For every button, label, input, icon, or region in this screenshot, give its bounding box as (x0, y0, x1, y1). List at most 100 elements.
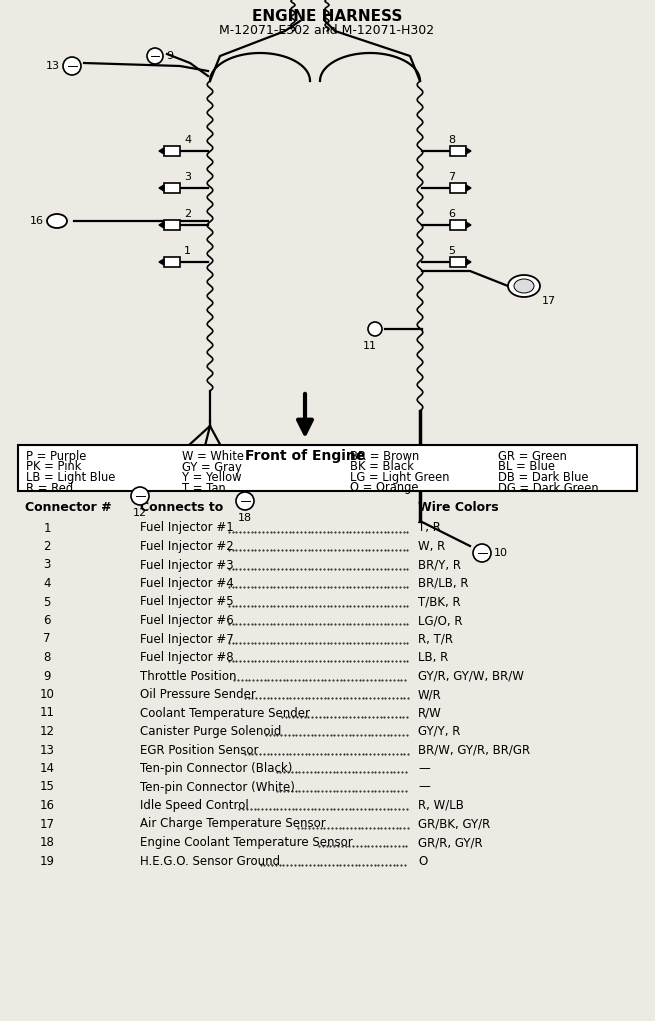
Circle shape (236, 492, 254, 510)
Text: Throttle Position: Throttle Position (140, 670, 236, 682)
Text: Air Charge Temperature Sensor: Air Charge Temperature Sensor (140, 818, 326, 830)
Bar (18, 445, 637, 491)
Text: W = White: W = White (182, 450, 244, 463)
Bar (450, 220, 466, 230)
Text: 12: 12 (39, 725, 54, 738)
Text: P = Purple: P = Purple (26, 450, 86, 463)
Text: Fuel Injector #8: Fuel Injector #8 (140, 651, 234, 664)
Polygon shape (466, 222, 471, 228)
Bar (164, 183, 180, 193)
Text: R, W/LB: R, W/LB (418, 799, 464, 812)
Polygon shape (159, 259, 164, 265)
Text: 3: 3 (43, 558, 50, 572)
Text: GY/Y, R: GY/Y, R (418, 725, 460, 738)
Text: LB, R: LB, R (418, 651, 448, 664)
Text: 2: 2 (184, 209, 191, 218)
Text: 8: 8 (43, 651, 50, 664)
Text: 18: 18 (238, 513, 252, 523)
Text: Fuel Injector #6: Fuel Injector #6 (140, 614, 234, 627)
Text: 3: 3 (184, 172, 191, 182)
Text: 9: 9 (43, 670, 50, 682)
Text: BR/LB, R: BR/LB, R (418, 577, 468, 590)
Polygon shape (466, 185, 471, 191)
Text: 16: 16 (30, 216, 44, 226)
Text: PK = Pink: PK = Pink (26, 460, 81, 474)
Text: LG/O, R: LG/O, R (418, 614, 462, 627)
Polygon shape (466, 148, 471, 154)
Text: 7: 7 (448, 172, 455, 182)
Text: T = Tan: T = Tan (182, 482, 226, 494)
Text: BR/W, GY/R, BR/GR: BR/W, GY/R, BR/GR (418, 743, 530, 757)
Text: DG = Dark Green: DG = Dark Green (498, 482, 599, 494)
Text: BR = Brown: BR = Brown (350, 450, 419, 463)
Text: W, R: W, R (418, 540, 445, 553)
Bar (450, 257, 466, 268)
Bar (164, 257, 180, 268)
Text: 6: 6 (43, 614, 50, 627)
Polygon shape (159, 185, 164, 191)
Text: Idle Speed Control: Idle Speed Control (140, 799, 249, 812)
Text: GR/BK, GY/R: GR/BK, GY/R (418, 818, 490, 830)
Text: R = Red: R = Red (26, 482, 73, 494)
Text: 10: 10 (494, 548, 508, 558)
Text: W/R: W/R (418, 688, 441, 701)
Text: 8: 8 (448, 135, 455, 145)
Text: O = Orange: O = Orange (350, 482, 419, 494)
Text: Fuel Injector #2: Fuel Injector #2 (140, 540, 234, 553)
Text: Fuel Injector #1: Fuel Injector #1 (140, 522, 234, 535)
Text: BR/Y, R: BR/Y, R (418, 558, 461, 572)
Text: 11: 11 (363, 341, 377, 351)
Text: LG = Light Green: LG = Light Green (350, 471, 449, 484)
Text: Y = Yellow: Y = Yellow (182, 471, 242, 484)
Text: BK = Black: BK = Black (350, 460, 414, 474)
Text: 13: 13 (46, 61, 60, 71)
Text: Wire Colors: Wire Colors (418, 501, 498, 514)
Circle shape (368, 322, 382, 336)
Text: 16: 16 (39, 799, 54, 812)
Text: 9: 9 (166, 51, 173, 61)
Text: H.E.G.O. Sensor Ground: H.E.G.O. Sensor Ground (140, 855, 280, 868)
Text: 10: 10 (39, 688, 54, 701)
Text: —: — (418, 780, 430, 793)
Text: R/W: R/W (418, 707, 441, 720)
Ellipse shape (514, 279, 534, 293)
Text: BL = Blue: BL = Blue (498, 460, 555, 474)
Text: T, R: T, R (418, 522, 441, 535)
Text: EGR Position Sensor: EGR Position Sensor (140, 743, 259, 757)
Text: Fuel Injector #7: Fuel Injector #7 (140, 632, 234, 645)
Text: R, T/R: R, T/R (418, 632, 453, 645)
Text: GR = Green: GR = Green (498, 450, 567, 463)
Text: GY = Gray: GY = Gray (182, 460, 242, 474)
Bar (450, 146, 466, 156)
Text: 7: 7 (43, 632, 50, 645)
Circle shape (63, 57, 81, 75)
Text: Fuel Injector #5: Fuel Injector #5 (140, 595, 234, 609)
Ellipse shape (508, 275, 540, 297)
Text: 13: 13 (39, 743, 54, 757)
Circle shape (473, 544, 491, 562)
Text: 4: 4 (184, 135, 191, 145)
Text: 18: 18 (39, 836, 54, 849)
Text: Coolant Temperature Sender: Coolant Temperature Sender (140, 707, 310, 720)
Text: Canister Purge Solenoid: Canister Purge Solenoid (140, 725, 282, 738)
Text: Oil Pressure Sender: Oil Pressure Sender (140, 688, 256, 701)
Text: Fuel Injector #3: Fuel Injector #3 (140, 558, 234, 572)
Text: 12: 12 (133, 508, 147, 518)
Text: —: — (418, 762, 430, 775)
Text: 5: 5 (43, 595, 50, 609)
Text: 17: 17 (542, 296, 556, 306)
Text: 4: 4 (43, 577, 50, 590)
Text: ENGINE HARNESS: ENGINE HARNESS (252, 9, 402, 25)
Bar (450, 183, 466, 193)
Text: O: O (418, 855, 427, 868)
Text: 1: 1 (184, 246, 191, 256)
Text: GR/R, GY/R: GR/R, GY/R (418, 836, 483, 849)
Text: Engine Coolant Temperature Sensor: Engine Coolant Temperature Sensor (140, 836, 353, 849)
Text: Ten-pin Connector (White): Ten-pin Connector (White) (140, 780, 295, 793)
Ellipse shape (47, 214, 67, 228)
Text: 15: 15 (39, 780, 54, 793)
Text: GY/R, GY/W, BR/W: GY/R, GY/W, BR/W (418, 670, 524, 682)
Polygon shape (159, 148, 164, 154)
Text: Front of Engine: Front of Engine (245, 449, 365, 463)
Bar (164, 146, 180, 156)
